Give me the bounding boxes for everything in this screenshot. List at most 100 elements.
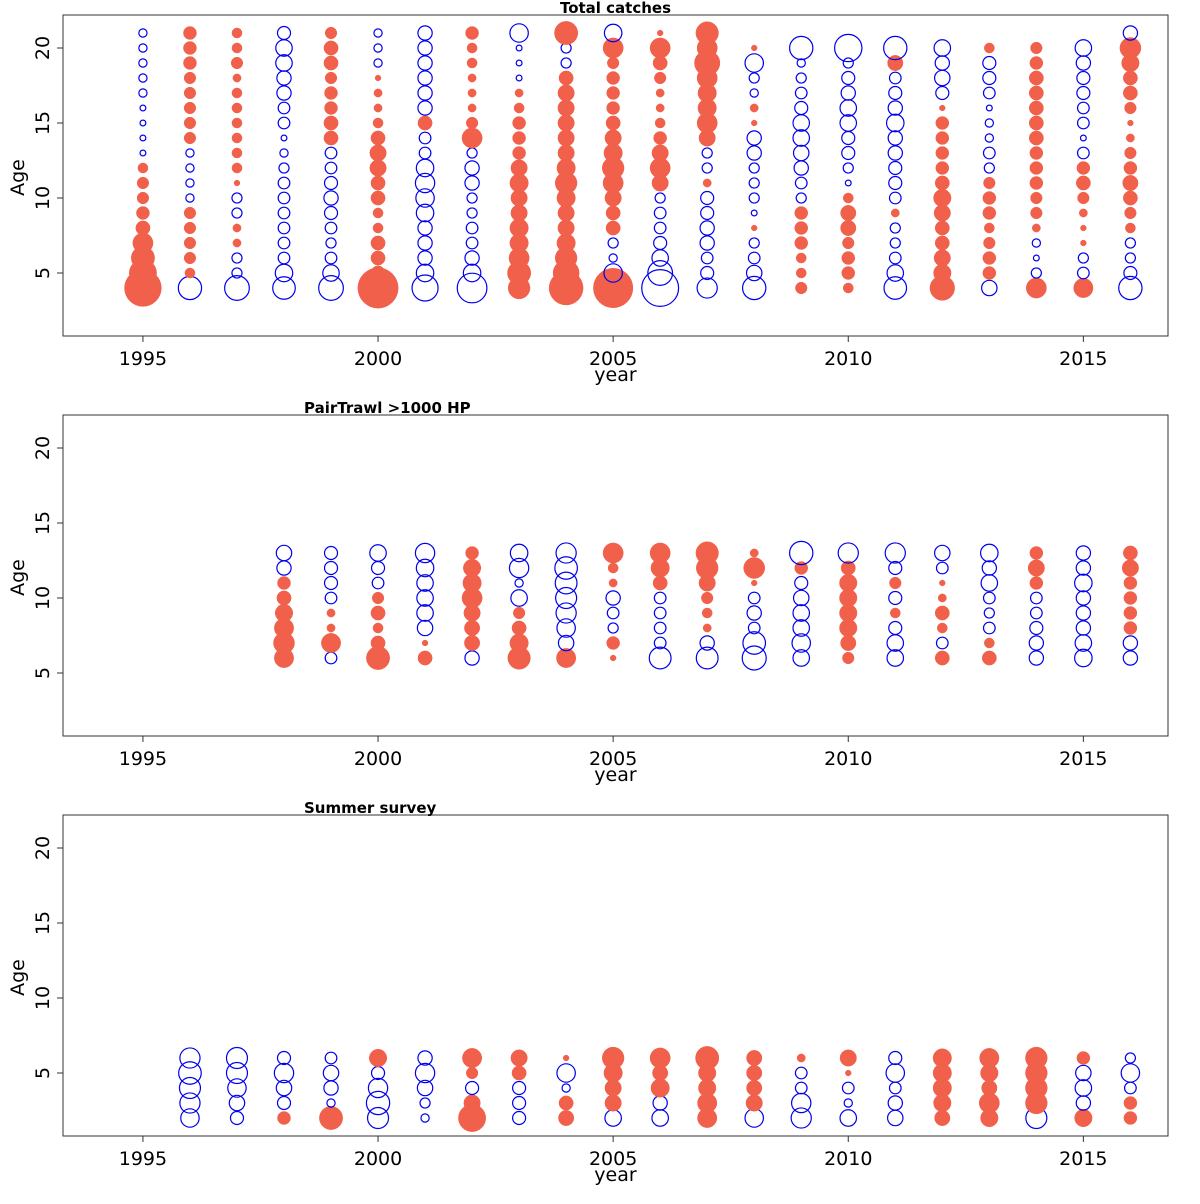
positive-residual-bubble xyxy=(695,1046,720,1070)
negative-residual-bubble xyxy=(415,158,435,178)
negative-residual-bubble xyxy=(653,606,667,620)
negative-residual-bubble xyxy=(1124,252,1137,264)
positive-residual-bubble xyxy=(557,114,575,132)
negative-residual-bubble xyxy=(326,1098,336,1108)
x-axis-label: year xyxy=(594,764,637,786)
negative-residual-bubble xyxy=(185,148,195,158)
positive-residual-bubble xyxy=(1123,591,1138,605)
negative-residual-bubble xyxy=(277,176,291,190)
negative-residual-bubble xyxy=(365,1090,391,1116)
negative-residual-bubble xyxy=(794,100,809,116)
positive-residual-bubble xyxy=(467,88,477,98)
negative-residual-bubble xyxy=(278,162,290,174)
positive-residual-bubble xyxy=(135,220,151,236)
negative-residual-bubble xyxy=(985,104,993,112)
positive-residual-bubble xyxy=(842,192,854,204)
negative-residual-bubble xyxy=(980,574,999,592)
negative-residual-bubble xyxy=(888,1050,903,1066)
positive-residual-bubble xyxy=(512,116,526,130)
negative-residual-bubble xyxy=(418,131,432,145)
positive-residual-bubble xyxy=(593,268,634,308)
positive-residual-bubble xyxy=(319,1106,343,1130)
positive-residual-bubble xyxy=(370,235,386,251)
positive-residual-bubble xyxy=(183,236,197,250)
negative-residual-bubble xyxy=(416,619,434,637)
negative-residual-bubble xyxy=(416,574,434,592)
negative-residual-bubble xyxy=(746,605,762,621)
positive-residual-bubble xyxy=(649,1047,671,1069)
positive-residual-bubble xyxy=(1028,115,1044,131)
negative-residual-bubble xyxy=(276,1095,292,1111)
negative-residual-bubble xyxy=(1074,648,1093,668)
negative-residual-bubble xyxy=(1123,265,1138,281)
negative-residual-bubble xyxy=(416,589,434,607)
negative-residual-bubble xyxy=(883,35,908,61)
negative-residual-bubble xyxy=(839,1109,858,1127)
positive-residual-bubble xyxy=(794,221,808,235)
x-tick-label: 2010 xyxy=(824,748,872,770)
negative-residual-bubble xyxy=(794,575,809,591)
negative-residual-bubble xyxy=(277,116,291,130)
positive-residual-bubble xyxy=(655,103,665,113)
x-axis-label: year xyxy=(594,364,637,386)
negative-residual-bubble xyxy=(1030,267,1042,279)
positive-residual-bubble xyxy=(841,266,856,280)
positive-residual-bubble xyxy=(702,178,712,188)
positive-residual-bubble xyxy=(751,579,758,587)
negative-residual-bubble xyxy=(417,25,433,41)
positive-residual-bubble xyxy=(889,576,902,590)
positive-residual-bubble xyxy=(323,55,339,71)
positive-residual-bubble xyxy=(934,220,950,236)
negative-residual-bubble xyxy=(841,70,856,86)
negative-residual-bubble xyxy=(419,1097,431,1109)
negative-residual-bubble xyxy=(138,88,148,98)
negative-residual-bubble xyxy=(324,1051,338,1065)
positive-residual-bubble xyxy=(372,117,384,129)
negative-residual-bubble xyxy=(231,192,243,204)
positive-residual-bubble xyxy=(606,636,620,650)
negative-residual-bubble xyxy=(792,129,811,147)
negative-residual-bubble xyxy=(318,275,344,301)
negative-residual-bubble xyxy=(886,1109,904,1127)
positive-residual-bubble xyxy=(935,146,950,160)
negative-residual-bubble xyxy=(934,69,951,87)
negative-residual-bubble xyxy=(417,235,433,251)
positive-residual-bubble xyxy=(136,206,150,220)
positive-residual-bubble xyxy=(1030,206,1043,220)
positive-residual-bubble xyxy=(842,282,854,294)
positive-residual-bubble xyxy=(605,115,621,131)
negative-residual-bubble xyxy=(1076,266,1090,280)
negative-residual-bubble xyxy=(1076,101,1090,115)
negative-residual-bubble xyxy=(275,39,293,57)
positive-residual-bubble xyxy=(231,87,243,99)
positive-residual-bubble xyxy=(323,115,339,131)
negative-residual-bubble xyxy=(792,649,811,667)
negative-residual-bubble xyxy=(842,57,854,69)
positive-residual-bubble xyxy=(1029,146,1044,160)
positive-residual-bubble xyxy=(326,608,336,618)
negative-residual-bubble xyxy=(1028,635,1045,651)
positive-residual-bubble xyxy=(1026,277,1047,299)
positive-residual-bubble xyxy=(1029,161,1044,175)
negative-residual-bubble xyxy=(273,1062,295,1084)
negative-residual-bubble xyxy=(653,235,668,251)
negative-residual-bubble xyxy=(1076,146,1090,160)
positive-residual-bubble xyxy=(369,1049,388,1067)
negative-residual-bubble xyxy=(653,621,667,635)
positive-residual-bubble xyxy=(981,650,997,666)
negative-residual-bubble xyxy=(275,1079,293,1097)
x-tick-label: 2000 xyxy=(354,348,402,370)
negative-residual-bubble xyxy=(888,71,902,85)
negative-residual-bubble xyxy=(185,163,195,173)
y-tick-label: 15 xyxy=(32,911,54,935)
negative-residual-bubble xyxy=(1074,1079,1093,1097)
positive-residual-bubble xyxy=(1123,161,1138,175)
negative-residual-bubble xyxy=(1074,39,1093,57)
y-axis-label: Age xyxy=(7,959,29,996)
positive-residual-bubble xyxy=(183,26,197,40)
positive-residual-bubble xyxy=(463,559,482,577)
positive-residual-bubble xyxy=(695,541,719,565)
negative-residual-bubble xyxy=(982,621,996,635)
positive-residual-bubble xyxy=(275,604,293,622)
negative-residual-bubble xyxy=(604,1109,622,1127)
